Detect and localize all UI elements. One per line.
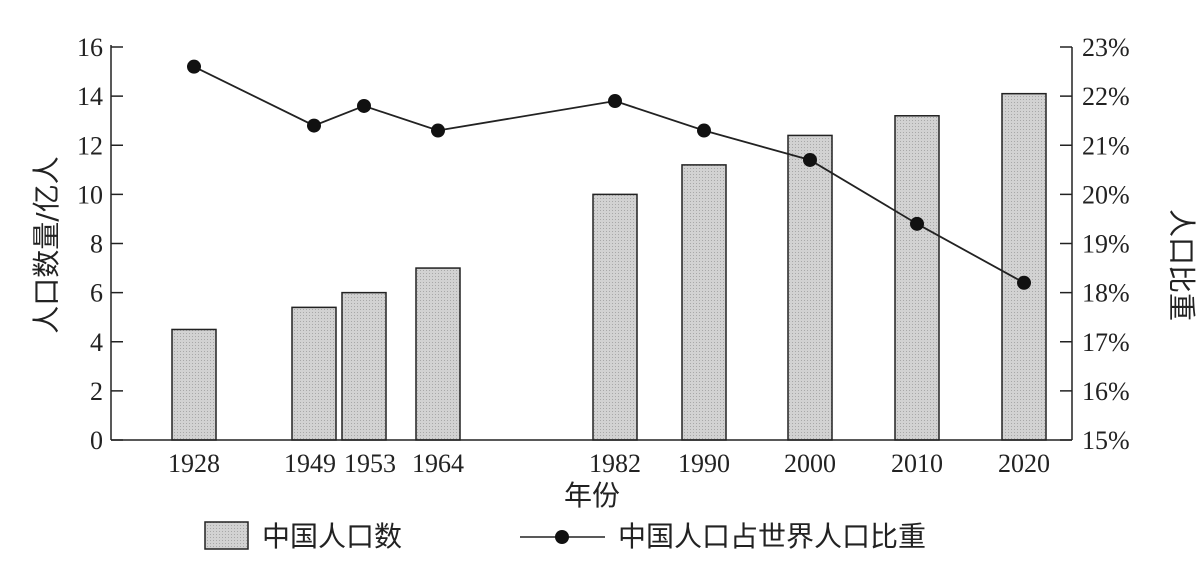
- y-left-tick-label: 16: [77, 33, 103, 62]
- x-tick-label: 2000: [784, 449, 836, 478]
- x-tick-label: 1982: [589, 449, 641, 478]
- legend-line-label: 中国人口占世界人口比重: [618, 520, 926, 553]
- y-left-tick-label: 6: [90, 279, 103, 308]
- x-tick-label: 2020: [998, 449, 1050, 478]
- share-point-1982: [608, 94, 622, 109]
- y-left-tick-label: 4: [90, 328, 103, 357]
- bar-1982: [592, 193, 638, 441]
- bar-2020: [1001, 92, 1047, 441]
- y-right-tick-label: 16%: [1082, 377, 1130, 406]
- bar-1990: [681, 164, 727, 441]
- bar-2010: [894, 115, 940, 441]
- y-left-tick-label: 0: [90, 426, 103, 455]
- bar-2000: [787, 134, 833, 441]
- y-left-tick-label: 14: [77, 82, 103, 111]
- x-tick-label: 1928: [168, 449, 220, 478]
- y-left-tick-label: 10: [77, 180, 103, 209]
- y-axis-left-label: 人口数量/亿人: [30, 156, 63, 333]
- y-right-tick-label: 15%: [1082, 426, 1130, 455]
- y-right-tick-label: 21%: [1082, 131, 1130, 160]
- x-tick-label: 1953: [344, 449, 396, 478]
- y-left-tick-label: 2: [90, 377, 103, 406]
- x-axis-label: 年份: [564, 479, 620, 512]
- share-point-1949: [307, 118, 321, 133]
- legend-bar-swatch: [204, 521, 249, 550]
- share-point-2010: [910, 216, 924, 231]
- y-right-tick-label: 19%: [1082, 230, 1130, 259]
- x-tick-label: 1964: [412, 449, 464, 478]
- legend: 中国人口数 中国人口占世界人口比重: [204, 520, 926, 553]
- y-right-tick-label: 18%: [1082, 279, 1130, 308]
- legend-bar-label: 中国人口数: [262, 520, 402, 553]
- bar-1928: [171, 328, 217, 441]
- share-point-2020: [1017, 275, 1031, 290]
- x-tick-label: 1990: [678, 449, 730, 478]
- share-point-1928: [187, 59, 201, 74]
- share-point-1990: [697, 123, 711, 138]
- y-left-tick-label: 8: [90, 230, 103, 259]
- y-axis-right-label: 人口比重: [1165, 209, 1198, 321]
- bar-1964: [415, 267, 461, 441]
- x-tick-label: 2010: [891, 449, 943, 478]
- share-point-1964: [431, 123, 445, 138]
- y-right-tick-label: 22%: [1082, 82, 1130, 111]
- share-point-2000: [803, 152, 817, 167]
- y-right-tick-label: 17%: [1082, 328, 1130, 357]
- x-tick-label: 1949: [284, 449, 336, 478]
- y-left-tick-label: 12: [77, 131, 103, 160]
- share-point-1953: [357, 98, 371, 113]
- y-right-tick-label: 23%: [1082, 33, 1130, 62]
- bar-1953: [341, 291, 387, 441]
- legend-line-marker: [555, 530, 569, 544]
- y-right-tick-label: 20%: [1082, 180, 1130, 209]
- bar-1949: [291, 306, 337, 441]
